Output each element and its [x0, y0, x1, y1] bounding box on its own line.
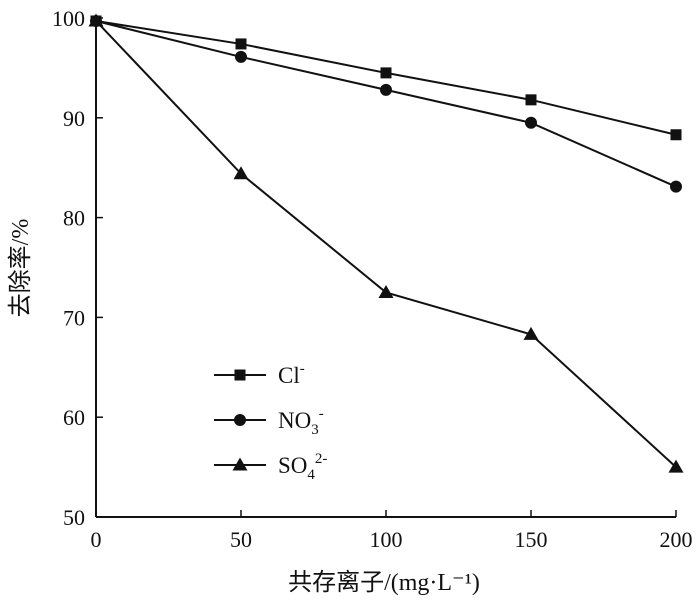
legend-marker-square — [234, 369, 246, 381]
legend-label-superscript: 2- — [315, 451, 328, 467]
data-point-triangle — [233, 166, 249, 180]
y-tick-label: 90 — [63, 106, 85, 131]
legend-label-main: SO — [278, 453, 307, 478]
series-square — [90, 15, 682, 141]
legend-marker-circle — [234, 414, 246, 426]
legend-label-superscript: - — [300, 361, 305, 377]
y-tick-label: 50 — [63, 505, 85, 530]
legend-label-subscript: 3 — [311, 422, 319, 438]
data-point-square — [235, 38, 247, 50]
data-point-circle — [525, 116, 537, 129]
data-point-circle — [670, 180, 682, 193]
legend-label: Cl- — [278, 361, 305, 388]
x-tick-label: 200 — [660, 527, 693, 552]
y-tick-label: 80 — [63, 206, 85, 231]
x-tick-label: 100 — [370, 527, 403, 552]
y-tick-label: 60 — [63, 405, 85, 430]
data-point-triangle — [88, 13, 104, 27]
x-tick-label: 150 — [515, 527, 548, 552]
data-point-circle — [380, 83, 392, 96]
legend-marker-triangle — [232, 457, 248, 471]
x-tick-label: 0 — [91, 527, 102, 552]
data-point-triangle — [378, 284, 394, 298]
legend-label-subscript: 4 — [307, 467, 315, 483]
series-layer — [88, 13, 684, 473]
legend-label-superscript: - — [319, 406, 324, 422]
x-axis-title: 共存离子/(mg·L⁻¹) — [288, 569, 480, 596]
legend-item-square: Cl- — [214, 361, 305, 388]
x-tick-label: 50 — [230, 527, 252, 552]
series-triangle — [88, 13, 684, 473]
series-circle — [90, 14, 682, 193]
legend-label-main: Cl — [278, 363, 300, 388]
data-point-square — [670, 129, 682, 141]
legend-label: NO3- — [278, 406, 324, 438]
y-axis-title: 去除率/% — [7, 219, 34, 318]
y-tick-label: 100 — [52, 6, 85, 31]
legend-item-triangle: SO42- — [214, 451, 327, 483]
legend: Cl-NO3-SO42- — [214, 361, 327, 483]
data-point-square — [380, 67, 392, 79]
data-point-circle — [235, 50, 247, 63]
legend-item-circle: NO3- — [214, 406, 324, 438]
data-point-triangle — [668, 459, 684, 473]
series-line — [95, 20, 677, 188]
y-tick-label: 70 — [63, 305, 85, 330]
data-point-square — [525, 94, 537, 106]
data-point-triangle — [523, 326, 539, 340]
legend-label: SO42- — [278, 451, 327, 483]
legend-label-main: NO — [278, 408, 311, 433]
